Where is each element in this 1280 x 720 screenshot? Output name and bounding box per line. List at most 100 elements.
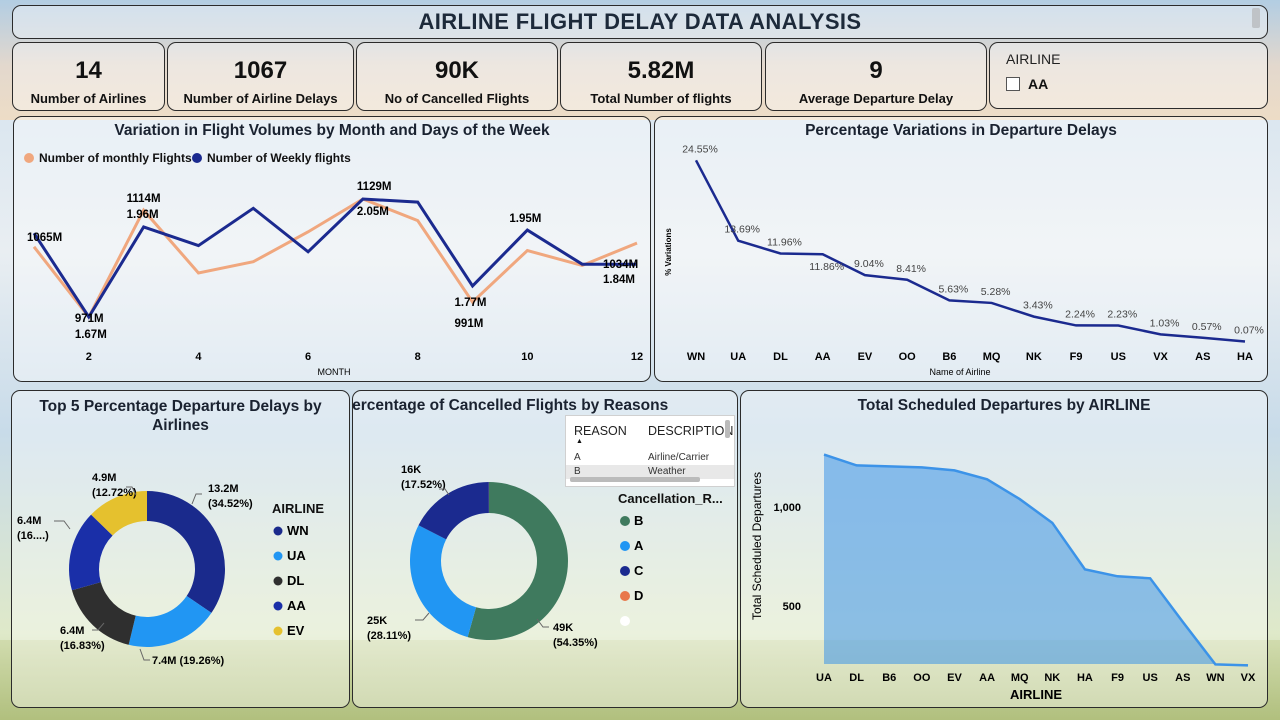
x-tick-label: WN [1206, 672, 1224, 684]
data-label: (12.72%) [92, 487, 137, 499]
kpi-card-total-flights: 5.82M Total Number of flights [560, 42, 762, 111]
table-cell: A [574, 452, 581, 463]
legend-dot-icon [620, 516, 630, 526]
data-label: 5.28% [981, 286, 1011, 298]
data-label: 13.69% [724, 224, 760, 236]
data-label: 1.67M [75, 329, 107, 341]
data-label: 24.55% [682, 143, 718, 155]
data-label: 1.84M [603, 274, 635, 286]
legend-dot-icon [273, 626, 283, 636]
data-label: (28.11%) [367, 630, 411, 642]
legend-weekly[interactable]: Number of Weekly flights [192, 151, 351, 165]
donut-slice-ev [91, 491, 147, 536]
legend-label: Number of Weekly flights [207, 151, 351, 165]
table-header-description[interactable]: DESCRIPTION [648, 424, 734, 438]
dashboard-title: AIRLINE FLIGHT DELAY DATA ANALYSIS [12, 5, 1268, 39]
data-label: 991M [455, 318, 484, 330]
y-tick-label: 1,000 [773, 502, 801, 514]
donut-slice-dl [71, 582, 136, 645]
donut-slice-c [418, 482, 489, 540]
kpi-value: 9 [869, 57, 883, 84]
x-axis-label: MONTH [318, 367, 351, 377]
x-tick-label: OO [899, 351, 917, 363]
x-tick-label: WN [687, 351, 705, 363]
kpi-card-avg-delay: 9 Average Departure Delay [765, 42, 987, 111]
x-tick-label: EV [947, 672, 962, 684]
checkbox-icon[interactable] [1006, 77, 1020, 91]
y-axis-label: Total Scheduled Departures [750, 472, 764, 620]
data-label: 6.4M [17, 515, 41, 527]
donut-slice-b [467, 482, 568, 640]
x-tick-label: MQ [983, 351, 1001, 363]
series-line-monthly [32, 197, 638, 320]
data-label: 8.41% [896, 263, 926, 275]
kpi-card-cancelled: 90K No of Cancelled Flights [356, 42, 558, 111]
table-vscroll[interactable] [725, 420, 730, 438]
legend-dot-icon [620, 616, 630, 626]
reason-table[interactable]: REASON DESCRIPTION ▲ A Airline/Carrier B… [565, 415, 735, 487]
kpi-label: Number of Airlines [30, 91, 147, 106]
data-label: 1034M [603, 259, 638, 271]
legend-dot-icon [620, 541, 630, 551]
kpi-value: 90K [434, 57, 480, 84]
chart-title: Total Scheduled Departures by AIRLINE [857, 397, 1151, 414]
volumes-plot: 2 4 6 8 10 12 MONTH 1065M 971M 1.67M 1114M 1.96M 112… [27, 181, 643, 377]
x-tick-label: DL [773, 351, 788, 363]
x-tick-label: 4 [195, 351, 202, 363]
leader-line [126, 486, 137, 496]
area-fill [824, 454, 1248, 666]
legend-monthly[interactable]: Number of monthly Flights [24, 151, 192, 165]
kpi-card-airlines: 14 Number of Airlines [12, 42, 165, 111]
data-label: (16.83%) [60, 640, 105, 652]
x-tick-label: VX [1241, 672, 1256, 684]
x-tick-label: AS [1195, 351, 1210, 363]
x-tick-label: MQ [1011, 672, 1029, 684]
x-tick-label: HA [1077, 672, 1093, 684]
table-cell: Airline/Carrier [648, 452, 710, 463]
x-tick-label: 2 [86, 351, 92, 363]
data-label: 3.43% [1023, 300, 1053, 312]
data-label: 1.03% [1150, 317, 1180, 329]
chart-cancellations: Percentage of Cancelled Flights by Reaso… [352, 390, 738, 708]
pct-delays-plot: WN UA DL AA EV OO B6 MQ NK F9 US VX AS HA 24.55% 13.69%… [664, 143, 1264, 377]
data-label: 13.2M [208, 483, 239, 495]
y-tick-label: 500 [783, 601, 801, 613]
kpi-value: 5.82M [627, 57, 695, 84]
legend-dot-icon [192, 153, 202, 163]
kpi-label: No of Cancelled Flights [384, 91, 530, 106]
kpi-label: Average Departure Delay [798, 91, 954, 106]
data-label: (16....) [17, 530, 49, 542]
data-label: 4.9M [92, 472, 116, 484]
kpi-label: Total Number of flights [590, 91, 732, 106]
legend-item-c: C [634, 563, 644, 578]
data-label: 5.63% [938, 283, 968, 295]
x-tick-label: UA [816, 672, 832, 684]
x-tick-label: NK [1026, 351, 1042, 363]
series-line-pct [694, 159, 1246, 343]
scrollbar-thumb[interactable] [1252, 8, 1260, 28]
top5-donut: WN UA DL AA EV 13.2M (34.52%) 7.4M (19.26%) 6.4M… [17, 472, 309, 667]
table-hscroll[interactable] [570, 477, 700, 482]
leader-line [536, 618, 549, 628]
legend-dot-icon [273, 601, 283, 611]
chart-title: Percentage Variations in Departure Delay… [805, 122, 1117, 139]
chart-title: Variation in Flight Volumes by Month and… [114, 122, 550, 139]
data-label: 49K [553, 622, 573, 634]
legend-dot-icon [620, 591, 630, 601]
data-label: 1065M [27, 232, 62, 244]
data-label: 7.4M (19.26%) [152, 655, 224, 667]
legend-dot-icon [24, 153, 34, 163]
leader-line [439, 488, 450, 496]
leader-line [415, 612, 430, 621]
x-tick-label: UA [730, 351, 746, 363]
x-tick-label: 6 [305, 351, 311, 363]
x-tick-label: AS [1175, 672, 1190, 684]
leader-line [92, 622, 105, 631]
x-axis-label: AIRLINE [1010, 687, 1062, 702]
slicer-option-aa[interactable]: AA [1006, 76, 1048, 92]
kpi-value: 1067 [233, 57, 288, 84]
table-header-reason[interactable]: REASON [574, 424, 627, 438]
leader-line [191, 493, 202, 505]
sort-up-icon: ▲ [576, 438, 583, 445]
